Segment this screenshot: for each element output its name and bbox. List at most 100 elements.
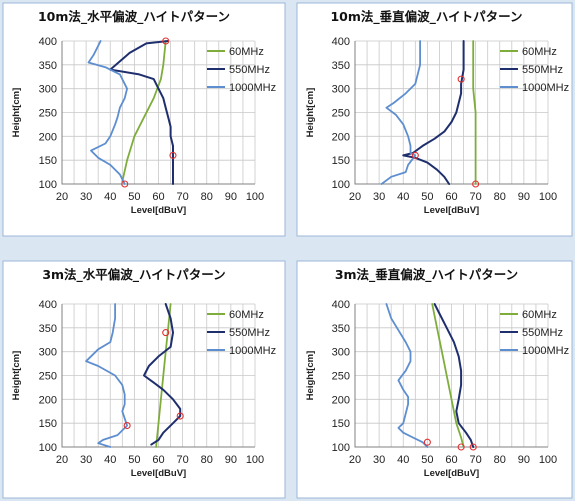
x-tick-label: 80 [201, 454, 213, 466]
x-tick-label: 30 [373, 454, 385, 466]
chart-panel [2, 260, 286, 499]
legend-label: 60MHz [522, 309, 557, 321]
x-tick-label: 40 [104, 191, 116, 203]
x-tick-label: 30 [373, 191, 385, 203]
x-axis-label: Level[dBuV] [131, 205, 186, 216]
x-tick-label: 90 [518, 191, 530, 203]
chart-4: 20 30 40 50 60 70 80 90 100 100 150 200 250 300 350 400… [296, 260, 573, 499]
axis-frame [61, 41, 255, 185]
chart-panel [296, 260, 573, 499]
x-tick-label: 50 [128, 191, 140, 203]
y-axis-label: Height[cm] [11, 88, 22, 138]
x-tick-label: 20 [349, 191, 361, 203]
chart-title: 10m法_水平偏波_ハイトパターン [38, 9, 230, 25]
legend-label: 1000MHz [522, 82, 569, 94]
x-tick-label: 100 [539, 454, 557, 466]
legend-label: 550MHz [522, 327, 563, 339]
y-tick-label: 200 [332, 131, 350, 143]
max-marker [423, 438, 431, 446]
x-tick-label: 90 [518, 454, 530, 466]
max-marker [169, 151, 177, 159]
y-tick-label: 350 [39, 323, 57, 335]
y-tick-label: 400 [39, 36, 57, 48]
x-tick-label: 20 [56, 454, 68, 466]
x-tick-label: 50 [421, 454, 433, 466]
max-marker [123, 421, 131, 430]
max-marker [469, 443, 477, 451]
series-line-60mhz [155, 303, 172, 448]
x-tick-label: 90 [225, 454, 237, 466]
y-tick-label: 400 [332, 299, 350, 311]
x-tick-label: 80 [494, 191, 506, 203]
max-marker [457, 75, 465, 83]
x-tick-label: 40 [397, 454, 409, 466]
legend-label: 550MHz [229, 64, 270, 76]
x-tick-label: 80 [201, 191, 213, 203]
y-tick-label: 200 [332, 394, 350, 406]
chart-1: 20 30 40 50 60 70 80 90 100 100 150 200 250 300 350 400… [2, 2, 286, 237]
axis-frame [354, 304, 548, 448]
y-tick-label: 200 [39, 394, 57, 406]
legend-label: 1000MHz [229, 82, 276, 94]
axis-frame [61, 304, 255, 448]
series-line-550mhz [433, 303, 475, 448]
x-tick-label: 50 [128, 454, 140, 466]
x-tick-label: 40 [397, 191, 409, 203]
chart-3: 20 30 40 50 60 70 80 90 100 100 150 200 250 300 350 400… [2, 260, 286, 499]
chart-2: 20 30 40 50 60 70 80 90 100 100 150 200 250 300 350 400… [296, 2, 573, 237]
chart-panel [296, 2, 573, 237]
legend-label: 60MHz [522, 46, 557, 58]
y-tick-label: 400 [39, 299, 57, 311]
x-tick-label: 50 [421, 191, 433, 203]
series-line-60mhz [472, 40, 477, 185]
x-tick-label: 60 [152, 454, 164, 466]
y-axis-label: Height[cm] [11, 351, 22, 401]
x-tick-label: 100 [246, 191, 264, 203]
chart-title: 3m法_垂直偏波_ハイトパターン [335, 267, 518, 283]
x-tick-label: 30 [80, 191, 92, 203]
legend-label: 1000MHz [229, 345, 276, 357]
y-tick-label: 250 [39, 371, 57, 383]
y-tick-label: 200 [39, 131, 57, 143]
max-marker [162, 329, 170, 337]
max-marker [457, 443, 465, 451]
x-tick-label: 60 [152, 191, 164, 203]
max-marker [411, 151, 419, 159]
y-tick-label: 100 [39, 179, 57, 191]
y-tick-label: 100 [332, 179, 350, 191]
chart-panel [2, 2, 286, 237]
x-tick-label: 100 [539, 191, 557, 203]
x-tick-label: 70 [470, 454, 482, 466]
x-tick-label: 100 [246, 454, 264, 466]
legend-label: 60MHz [229, 309, 264, 321]
x-tick-label: 20 [56, 191, 68, 203]
y-tick-label: 250 [39, 108, 57, 120]
y-tick-label: 250 [332, 108, 350, 120]
y-tick-label: 150 [39, 418, 57, 430]
chart-title: 10m法_垂直偏波_ハイトパターン [330, 9, 522, 25]
x-axis-label: Level[dBuV] [131, 468, 186, 479]
x-tick-label: 80 [494, 454, 506, 466]
y-axis-label: Height[cm] [305, 351, 316, 401]
y-tick-label: 300 [39, 84, 57, 96]
y-tick-label: 350 [332, 323, 350, 335]
y-tick-label: 100 [39, 442, 57, 454]
series-line-1000mhz [85, 303, 128, 448]
y-tick-label: 300 [332, 84, 350, 96]
series-line-550mhz [402, 40, 465, 185]
x-axis-label: Level[dBuV] [424, 205, 479, 216]
max-marker [176, 412, 184, 420]
y-tick-label: 300 [39, 347, 57, 359]
y-tick-label: 400 [332, 36, 350, 48]
x-tick-label: 70 [177, 454, 189, 466]
series-line-60mhz [121, 40, 167, 183]
x-tick-label: 30 [80, 454, 92, 466]
x-tick-label: 70 [470, 191, 482, 203]
y-tick-label: 350 [332, 60, 350, 72]
max-marker [472, 180, 480, 188]
legend-label: 550MHz [229, 327, 270, 339]
x-tick-label: 60 [445, 191, 457, 203]
series-line-1000mhz [87, 40, 128, 185]
x-tick-label: 70 [177, 191, 189, 203]
